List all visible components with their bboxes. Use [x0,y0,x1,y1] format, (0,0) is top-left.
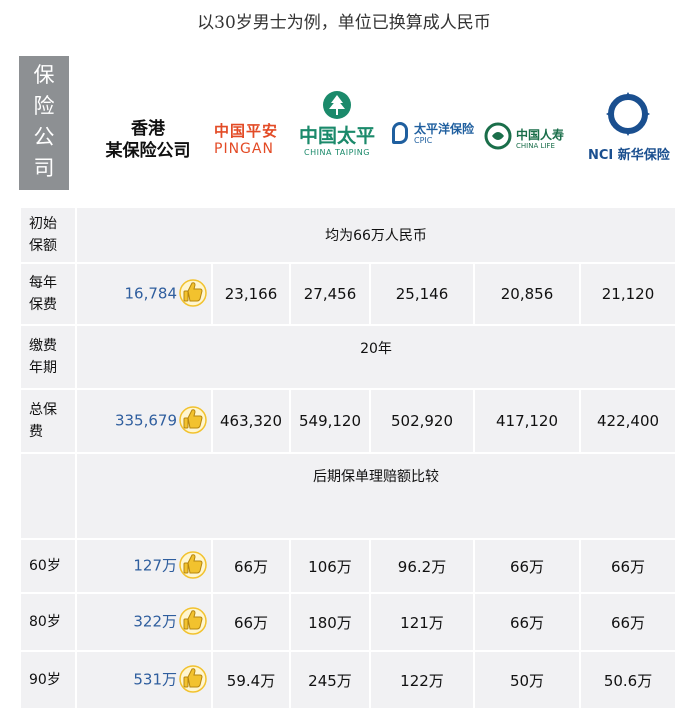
table-cell: 502,920 [371,390,473,452]
table-row-annual-premium: 每年 保费 16,784 23,166 27,456 25,146 20,856… [21,264,676,324]
row-label: 60岁 [21,540,75,592]
row-label: 缴费 年期 [21,326,75,388]
table-row-age-80: 80岁 322万 66万 180万 121万 66万 66万 [21,594,676,650]
table-cell: 20,856 [475,264,579,324]
table-row-initial-amount: 初始 保额 均为66万人民币 [21,208,676,262]
table-cell: 422,400 [581,390,676,452]
hk-cell: 16,784 [77,264,211,324]
table-cell: 66万 [581,540,676,592]
table-cell: 66万 [213,540,289,592]
hk-cell: 335,679 [77,390,211,452]
table-cell: 96.2万 [371,540,473,592]
row-label: 每年 保费 [21,264,75,324]
hk-value: 127万 [133,556,177,575]
hk-value: 322万 [133,612,177,631]
thumbs-up-icon [179,605,207,639]
hk-cell: 322万 [77,594,211,650]
table-cell: 66万 [475,540,579,592]
thumbs-up-icon [179,549,207,583]
table-cell: 66万 [475,594,579,650]
insurance-company-label: 保 险 公 司 [19,56,69,190]
table-cell: 50.6万 [581,652,676,708]
thumbs-up-icon [179,404,207,438]
thumbs-up-icon [179,277,207,311]
row-label: 80岁 [21,594,75,650]
hk-value: 335,679 [114,411,177,430]
table-cell: 59.4万 [213,652,289,708]
table-row-claims-header: 后期保单理赔额比较 [21,454,676,538]
initial-amount-value: 均为66万人民币 [77,208,676,262]
thumbs-up-icon [179,663,207,697]
table-cell: 25,146 [371,264,473,324]
table-cell: 66万 [581,594,676,650]
row-label: 90岁 [21,652,75,708]
table-cell: 21,120 [581,264,676,324]
hk-value: 16,784 [124,284,178,303]
empty-cell [21,454,75,538]
table-cell: 121万 [371,594,473,650]
table-row-total-premium: 总保 费 335,679 463,320 549,120 502,920 417… [21,390,676,452]
comparison-table: 初始 保额 均为66万人民币 每年 保费 16,784 23,166 27,45… [19,206,677,710]
pine-tree-icon [323,91,351,119]
hk-cell: 127万 [77,540,211,592]
table-cell: 50万 [475,652,579,708]
china-life-emblem-icon [484,122,512,150]
table-cell: 66万 [213,594,289,650]
table-cell: 180万 [291,594,369,650]
table-cell: 417,120 [475,390,579,452]
claims-comparison-header: 后期保单理赔额比较 [77,454,676,538]
table-row-age-90: 90岁 531万 59.4万 245万 122万 50万 50.6万 [21,652,676,708]
table-cell: 122万 [371,652,473,708]
table-cell: 245万 [291,652,369,708]
row-label: 总保 费 [21,390,75,452]
table-cell: 27,456 [291,264,369,324]
payment-term-value: 20年 [77,326,676,388]
table-cell: 23,166 [213,264,289,324]
hk-cell: 531万 [77,652,211,708]
table-cell: 106万 [291,540,369,592]
hk-value: 531万 [133,670,177,689]
china-taiping-logo: 中国太平 CHINA TAIPING [296,90,378,157]
table-row-payment-term: 缴费 年期 20年 [21,326,676,388]
table-cell: 463,320 [213,390,289,452]
table-cell: 549,120 [291,390,369,452]
nci-emblem-icon [606,92,650,136]
cpic-mark-icon [392,122,408,144]
hk-company-name: 香港 某保险公司 [105,119,191,161]
row-label: 初始 保额 [21,208,75,262]
nci-logo: NCI 新华保险 [588,90,670,163]
ping-an-logo: 中国平安 PINGAN [214,122,279,157]
table-row-age-60: 60岁 127万 66万 106万 96.2万 66万 66万 [21,540,676,592]
page-title: 以30岁男士为例，单位已换算成人民币 [197,13,491,33]
